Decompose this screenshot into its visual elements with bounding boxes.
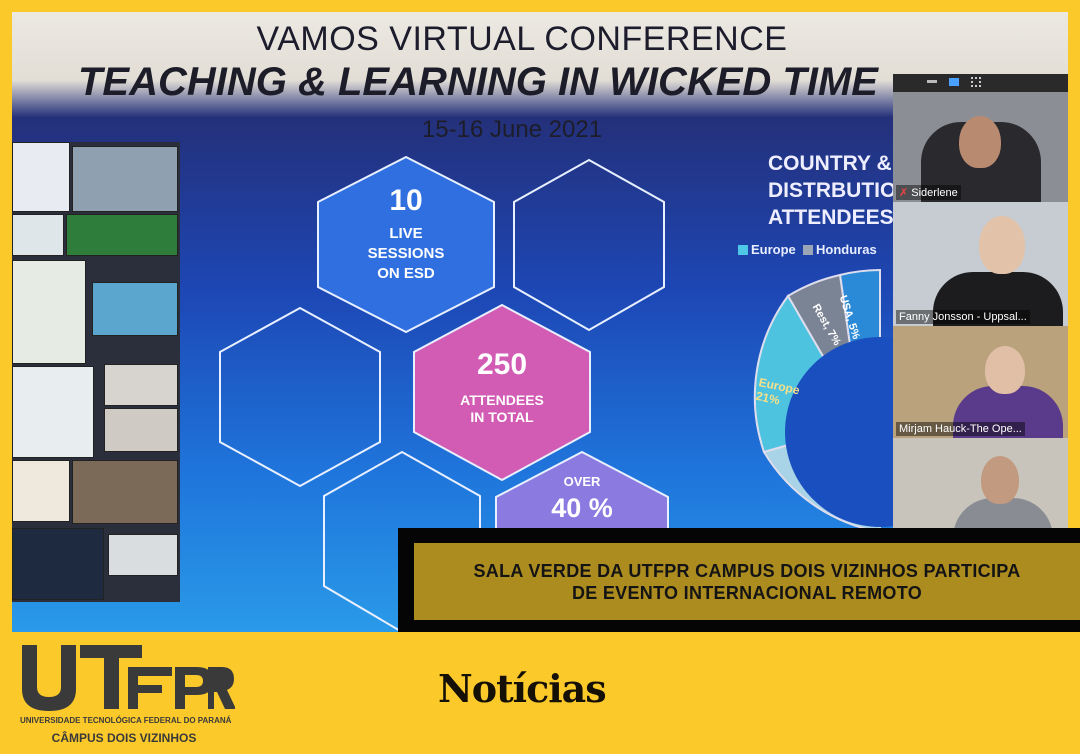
conference-theme: TEACHING & LEARNING IN WICKED TIME (78, 60, 878, 104)
chart-legend: Europe Honduras (738, 242, 877, 257)
hexagon-empty (219, 306, 381, 488)
thumbnail (104, 408, 178, 452)
thumbnail (12, 528, 104, 600)
sessions-count: 10 (389, 184, 423, 217)
hexagon-attendees-text: 250 ATTENDEES IN TOTAL (432, 348, 572, 426)
participant-name-text: Siderlene (911, 187, 958, 199)
video-call-panel: ✗ Siderlene Fanny Jonsson - Uppsal... Mi… (893, 74, 1068, 532)
participant-face (959, 116, 1001, 168)
thumbnail (92, 282, 178, 336)
thumbnail (12, 142, 70, 212)
headline-box: SALA VERDE DA UTFPR CAMPUS DOIS VIZINHOS… (414, 543, 1080, 620)
thumbnail (108, 534, 178, 576)
chart-title-line: ATTENDEES (768, 206, 894, 229)
chart-title-line: DISTRBUTIO (768, 179, 897, 202)
headline-banner: SALA VERDE DA UTFPR CAMPUS DOIS VIZINHOS… (398, 528, 1080, 632)
attendees-label-line: IN TOTAL (470, 409, 534, 425)
percent-prefix: OVER (563, 474, 601, 489)
participant-name: Fanny Jonsson - Uppsal... (896, 310, 1030, 324)
hexagon-attendees (413, 303, 591, 482)
percent-value: 40 % (551, 493, 613, 523)
video-call-toolbar (893, 74, 1068, 92)
headline: SALA VERDE DA UTFPR CAMPUS DOIS VIZINHOS… (473, 560, 1020, 604)
participant-tile[interactable]: Fanny Jonsson - Uppsal... (893, 202, 1068, 326)
participant-video (953, 386, 1063, 438)
hexagon-empty (323, 450, 481, 632)
hexagon-sessions-text: 10 LIVE SESSIONS ON ESD (346, 184, 466, 284)
headline-line: DE EVENTO INTERNACIONAL REMOTO (571, 582, 923, 603)
conference-dates: 15-16 June 2021 (421, 116, 603, 143)
participant-tile[interactable]: ✗ Siderlene (893, 92, 1068, 202)
participant-name: Mirjam Hauck-The Ope... (896, 422, 1025, 436)
legend-swatch (803, 245, 814, 255)
participant-video (933, 272, 1063, 326)
hexagon-sessions (317, 155, 495, 334)
participant-tile[interactable] (893, 438, 1068, 532)
hexagon-empty (513, 158, 665, 332)
thumbnail (66, 214, 178, 256)
legend-label: Honduras (816, 242, 877, 257)
legend-swatch (738, 245, 748, 255)
thumbnail (12, 260, 86, 364)
university-name: UNIVERSIDADE TECNOLÓGICA FEDERAL DO PARA… (20, 716, 232, 725)
thumbnail (12, 214, 64, 256)
hexagon-percent-text: OVER 40 % (522, 474, 642, 524)
thumbnail (12, 366, 94, 458)
thumbnail (72, 460, 178, 524)
attendees-count: 250 (476, 348, 528, 381)
minimize-icon[interactable] (927, 80, 937, 83)
attendees-label-line: ATTENDEES (460, 392, 544, 408)
section-title: Notícias (438, 666, 607, 711)
sessions-label: LIVE SESSIONS ON ESD (346, 224, 466, 284)
participant-face (985, 346, 1025, 394)
thumbnail (72, 146, 178, 212)
legend-label: Europe (751, 242, 796, 257)
muted-mic-icon: ✗ (899, 187, 909, 199)
chart-title-line: COUNTRY & (768, 152, 892, 175)
conference-name: VAMOS VIRTUAL CONFERENCE (256, 20, 788, 58)
headline-line: SALA VERDE DA UTFPR CAMPUS DOIS VIZINHOS… (473, 560, 1021, 581)
participant-name: ✗ Siderlene (896, 185, 961, 200)
sessions-label-line: ON ESD (377, 265, 435, 282)
campus-name: CÂMPUS DOIS VIZINHOS (51, 731, 197, 745)
thumbnail (12, 460, 70, 522)
chart-title: COUNTRY & DISTRBUTIO ATTENDEES (768, 150, 896, 231)
sessions-label-line: SESSIONS (367, 245, 445, 262)
participant-face (979, 216, 1025, 274)
participant-tile[interactable]: Mirjam Hauck-The Ope... (893, 326, 1068, 438)
thumbnail (104, 364, 178, 406)
speaker-view-icon[interactable] (949, 78, 959, 86)
attendees-label: ATTENDEES IN TOTAL (432, 392, 572, 426)
event-photo: VAMOS VIRTUAL CONFERENCE TEACHING & LEAR… (12, 12, 1068, 632)
participant-face (981, 456, 1019, 504)
utfpr-logo (22, 645, 235, 711)
sessions-label-line: LIVE (389, 225, 423, 242)
gallery-view-icon[interactable] (971, 77, 981, 87)
thumbnail-strip (12, 142, 180, 602)
